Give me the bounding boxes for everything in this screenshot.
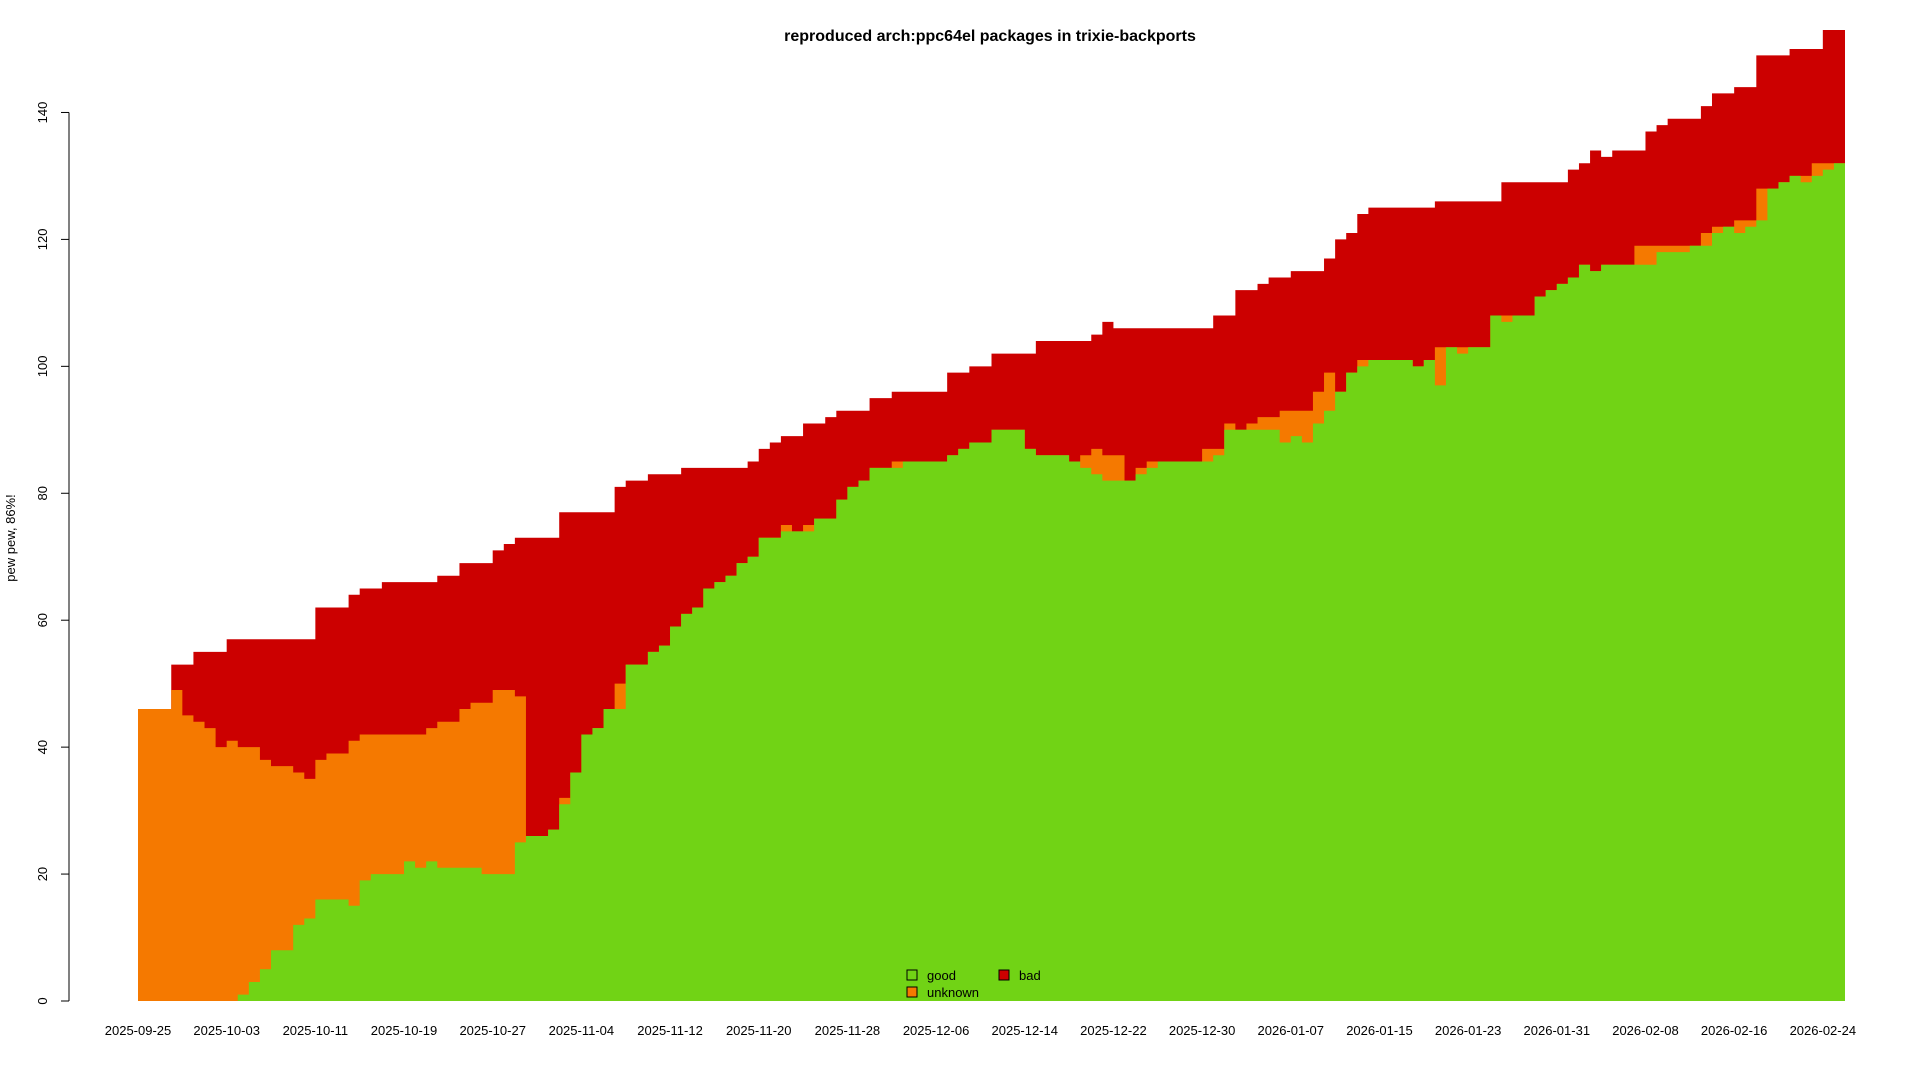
series-area-good [138, 163, 1845, 1002]
y-tick-label: 120 [35, 229, 50, 251]
plot-areas [138, 29, 1845, 1002]
legend-swatch-bad [998, 969, 1010, 981]
legend-label-unknown: unknown [927, 985, 979, 1000]
x-tick-label: 2025-10-11 [283, 1023, 349, 1038]
y-axis-label: pew pew, 86%! [3, 494, 18, 581]
x-tick-label: 2026-01-07 [1258, 1023, 1325, 1038]
y-tick-label: 80 [35, 486, 50, 500]
x-tick-label: 2026-01-15 [1346, 1023, 1413, 1038]
legend-swatch-good [906, 969, 918, 981]
x-tick-label: 2025-11-12 [637, 1023, 703, 1038]
x-tick-label: 2025-10-03 [193, 1023, 260, 1038]
y-tick-label: 60 [35, 613, 50, 627]
x-tick-label: 2025-11-04 [549, 1023, 615, 1038]
x-tick-label: 2025-12-22 [1080, 1023, 1147, 1038]
legend-label-bad: bad [1019, 968, 1041, 983]
x-tick-label: 2025-12-14 [992, 1023, 1059, 1038]
chart-title: reproduced arch:ppc64el packages in trix… [784, 28, 1196, 45]
x-tick-label: 2025-11-20 [726, 1023, 792, 1038]
x-tick-label: 2026-02-08 [1612, 1023, 1679, 1038]
x-tick-label: 2025-12-06 [903, 1023, 970, 1038]
legend-label-good: good [927, 968, 956, 983]
y-axis: 0 20 40 60 80 100 120 140 [35, 102, 70, 1005]
y-tick-label: 100 [35, 355, 50, 377]
y-tick-label: 140 [35, 102, 50, 124]
x-tick-label: 2025-11-28 [815, 1023, 881, 1038]
y-tick-label: 0 [35, 997, 50, 1004]
x-tick-label: 2026-01-31 [1524, 1023, 1591, 1038]
x-axis: 2025-09-25 2025-10-03 2025-10-11 2025-10-19… [105, 1023, 1856, 1038]
x-tick-label: 2026-02-24 [1790, 1023, 1857, 1038]
x-tick-label: 2026-02-16 [1701, 1023, 1768, 1038]
x-tick-label: 2025-09-25 [105, 1023, 172, 1038]
y-tick-label: 20 [35, 867, 50, 881]
legend-swatch-unknown [906, 986, 918, 998]
x-tick-label: 2025-12-30 [1169, 1023, 1236, 1038]
x-tick-label: 2025-10-27 [459, 1023, 526, 1038]
y-tick-label: 40 [35, 740, 50, 754]
x-tick-label: 2025-10-19 [371, 1023, 438, 1038]
x-tick-label: 2026-01-23 [1435, 1023, 1502, 1038]
legend: good bad unknown [906, 968, 1041, 1000]
